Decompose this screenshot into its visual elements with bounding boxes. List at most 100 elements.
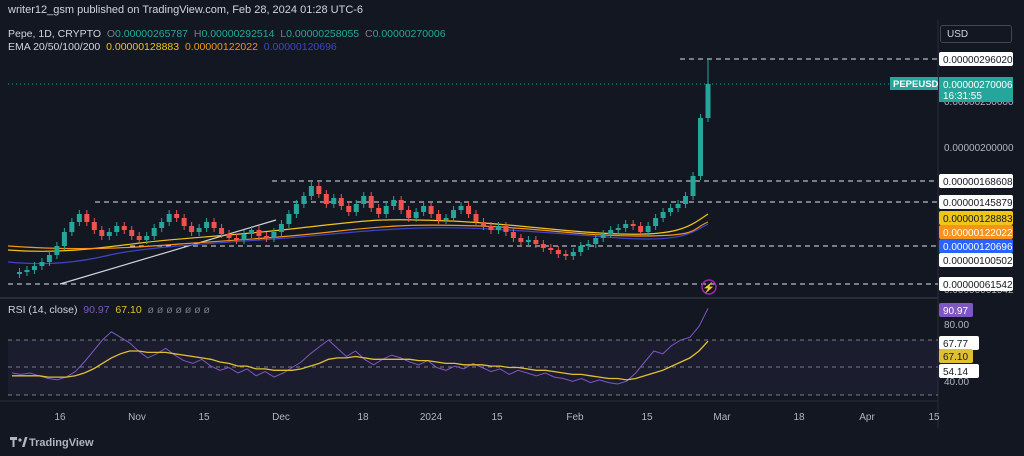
candle-body [91,222,97,230]
price-axis: 0.000002500000.000002000000.000000615420… [890,52,1014,388]
bar-countdown-label: 16:31:55 [943,91,982,102]
candle-body [608,230,614,234]
publisher-header: writer12_gsm published on TradingView.co… [8,4,364,16]
time-axis-label: Mar [713,412,731,423]
time-axis-label: 15 [491,412,503,423]
rsi-ma-line [12,340,709,381]
time-axis-label: 15 [198,412,210,423]
footer-brand: TradingView [29,437,94,449]
candle-body [338,198,344,206]
candle-body [668,208,674,212]
candle-body [114,226,120,232]
candle-body [645,226,651,232]
rsi-line [11,308,709,385]
open-value: 0.00000265787 [115,28,189,40]
current-price-badge [939,77,1013,102]
low-value: 0.00000258055 [286,28,360,40]
candle-body [698,118,704,176]
time-axis-label: 2024 [420,412,443,423]
ema-price-badge [939,211,1013,225]
rsi-value-label: 90.97 [943,306,968,317]
rsi-empty-values: ø ø ø ø ø ø ø [147,304,210,316]
ema-price-label: 0.00000120696 [943,242,1013,253]
open-label: O [106,28,116,40]
candle-body [46,255,52,262]
ema-price-label: 0.00000122022 [943,228,1013,239]
symbol-name-badge [890,77,938,90]
rsi-value-label: 67.10 [943,352,968,363]
currency-selector[interactable]: USD [940,25,1012,43]
price-level-label: 0.00000168608 [943,177,1013,188]
current-price-label: 0.00000270006 [943,80,1013,91]
candle-body [540,244,546,248]
time-axis-label: 18 [357,412,369,423]
candle-body [308,186,314,196]
candle-body [121,226,127,230]
candle-body [660,212,666,218]
symbol-title[interactable]: Pepe, 1D, CRYPTO [8,28,101,40]
candle-body [241,234,247,240]
high-label: H [193,28,202,40]
candle-body [189,226,195,232]
price-level-badge [939,195,1013,209]
candle-body [226,234,232,238]
ema-legend: EMA 20/50/100/200 0.00000128883 0.000001… [8,41,337,53]
time-axis-label: Dec [272,412,290,423]
candle-body [436,214,442,220]
candle-body [398,200,404,210]
candle-body [174,214,180,218]
time-axis-label: Apr [859,412,875,423]
candle-body [563,254,569,256]
candle-body [106,232,112,236]
candle-body [473,214,479,222]
candle-body [293,204,299,214]
rsi-label[interactable]: RSI (14, close) [8,304,78,316]
candle-body [263,236,269,238]
candle-body [69,222,75,232]
candle-body [585,244,591,246]
ema20-line [7,213,709,252]
candle-body [159,222,165,228]
time-axis: 16 Nov 15 Dec 18 2024 15 Feb 15 Mar 18 Apr 15 [54,412,940,423]
candle-body [653,218,659,226]
ema-price-badge [939,225,1013,239]
candle-body [406,210,412,218]
rsi-level-label: 67.77 [943,339,968,350]
ema-price-label: 0.00000128883 [943,214,1013,225]
rsi-value-badge [939,303,973,317]
price-level-badge [939,277,1013,291]
candle-body [555,250,561,254]
candle-body [16,272,22,274]
time-axis-label: 15 [928,412,940,423]
price-level-label: 0.00000145879 [943,198,1013,209]
rsi-legend: RSI (14, close) 90.97 67.10 ø ø ø ø ø ø … [8,304,210,316]
candle-body [301,196,307,204]
close-label: C [364,28,373,40]
event-flash-icon[interactable] [701,279,717,295]
candle-body [428,206,434,214]
symbol-legend: Pepe, 1D, CRYPTO O0.00000265787 H 0.00000… [8,28,446,40]
rsi-band [8,340,938,395]
trendline[interactable] [59,219,277,285]
candlestick-series [16,59,711,278]
candle-body [503,226,509,232]
rsi-axis-label: 80.00 [944,320,969,331]
candle-body [61,232,67,246]
rsi-level-badge [939,364,979,378]
candle-body [466,206,472,214]
candle-body [533,240,539,244]
candle-body [368,196,374,208]
ema100-value: 0.00000120696 [263,41,337,53]
candle-body [675,204,681,208]
price-level-badge [939,253,1013,267]
candle-body [256,230,262,236]
candle-body [271,232,277,238]
ema-label[interactable]: EMA 20/50/100/200 [8,41,101,53]
candle-body [458,206,464,210]
candle-body [278,224,284,232]
price-level-badge [939,52,1013,66]
candle-body [39,262,45,266]
ema-price-badge [939,239,1013,253]
candle-body [323,194,329,204]
